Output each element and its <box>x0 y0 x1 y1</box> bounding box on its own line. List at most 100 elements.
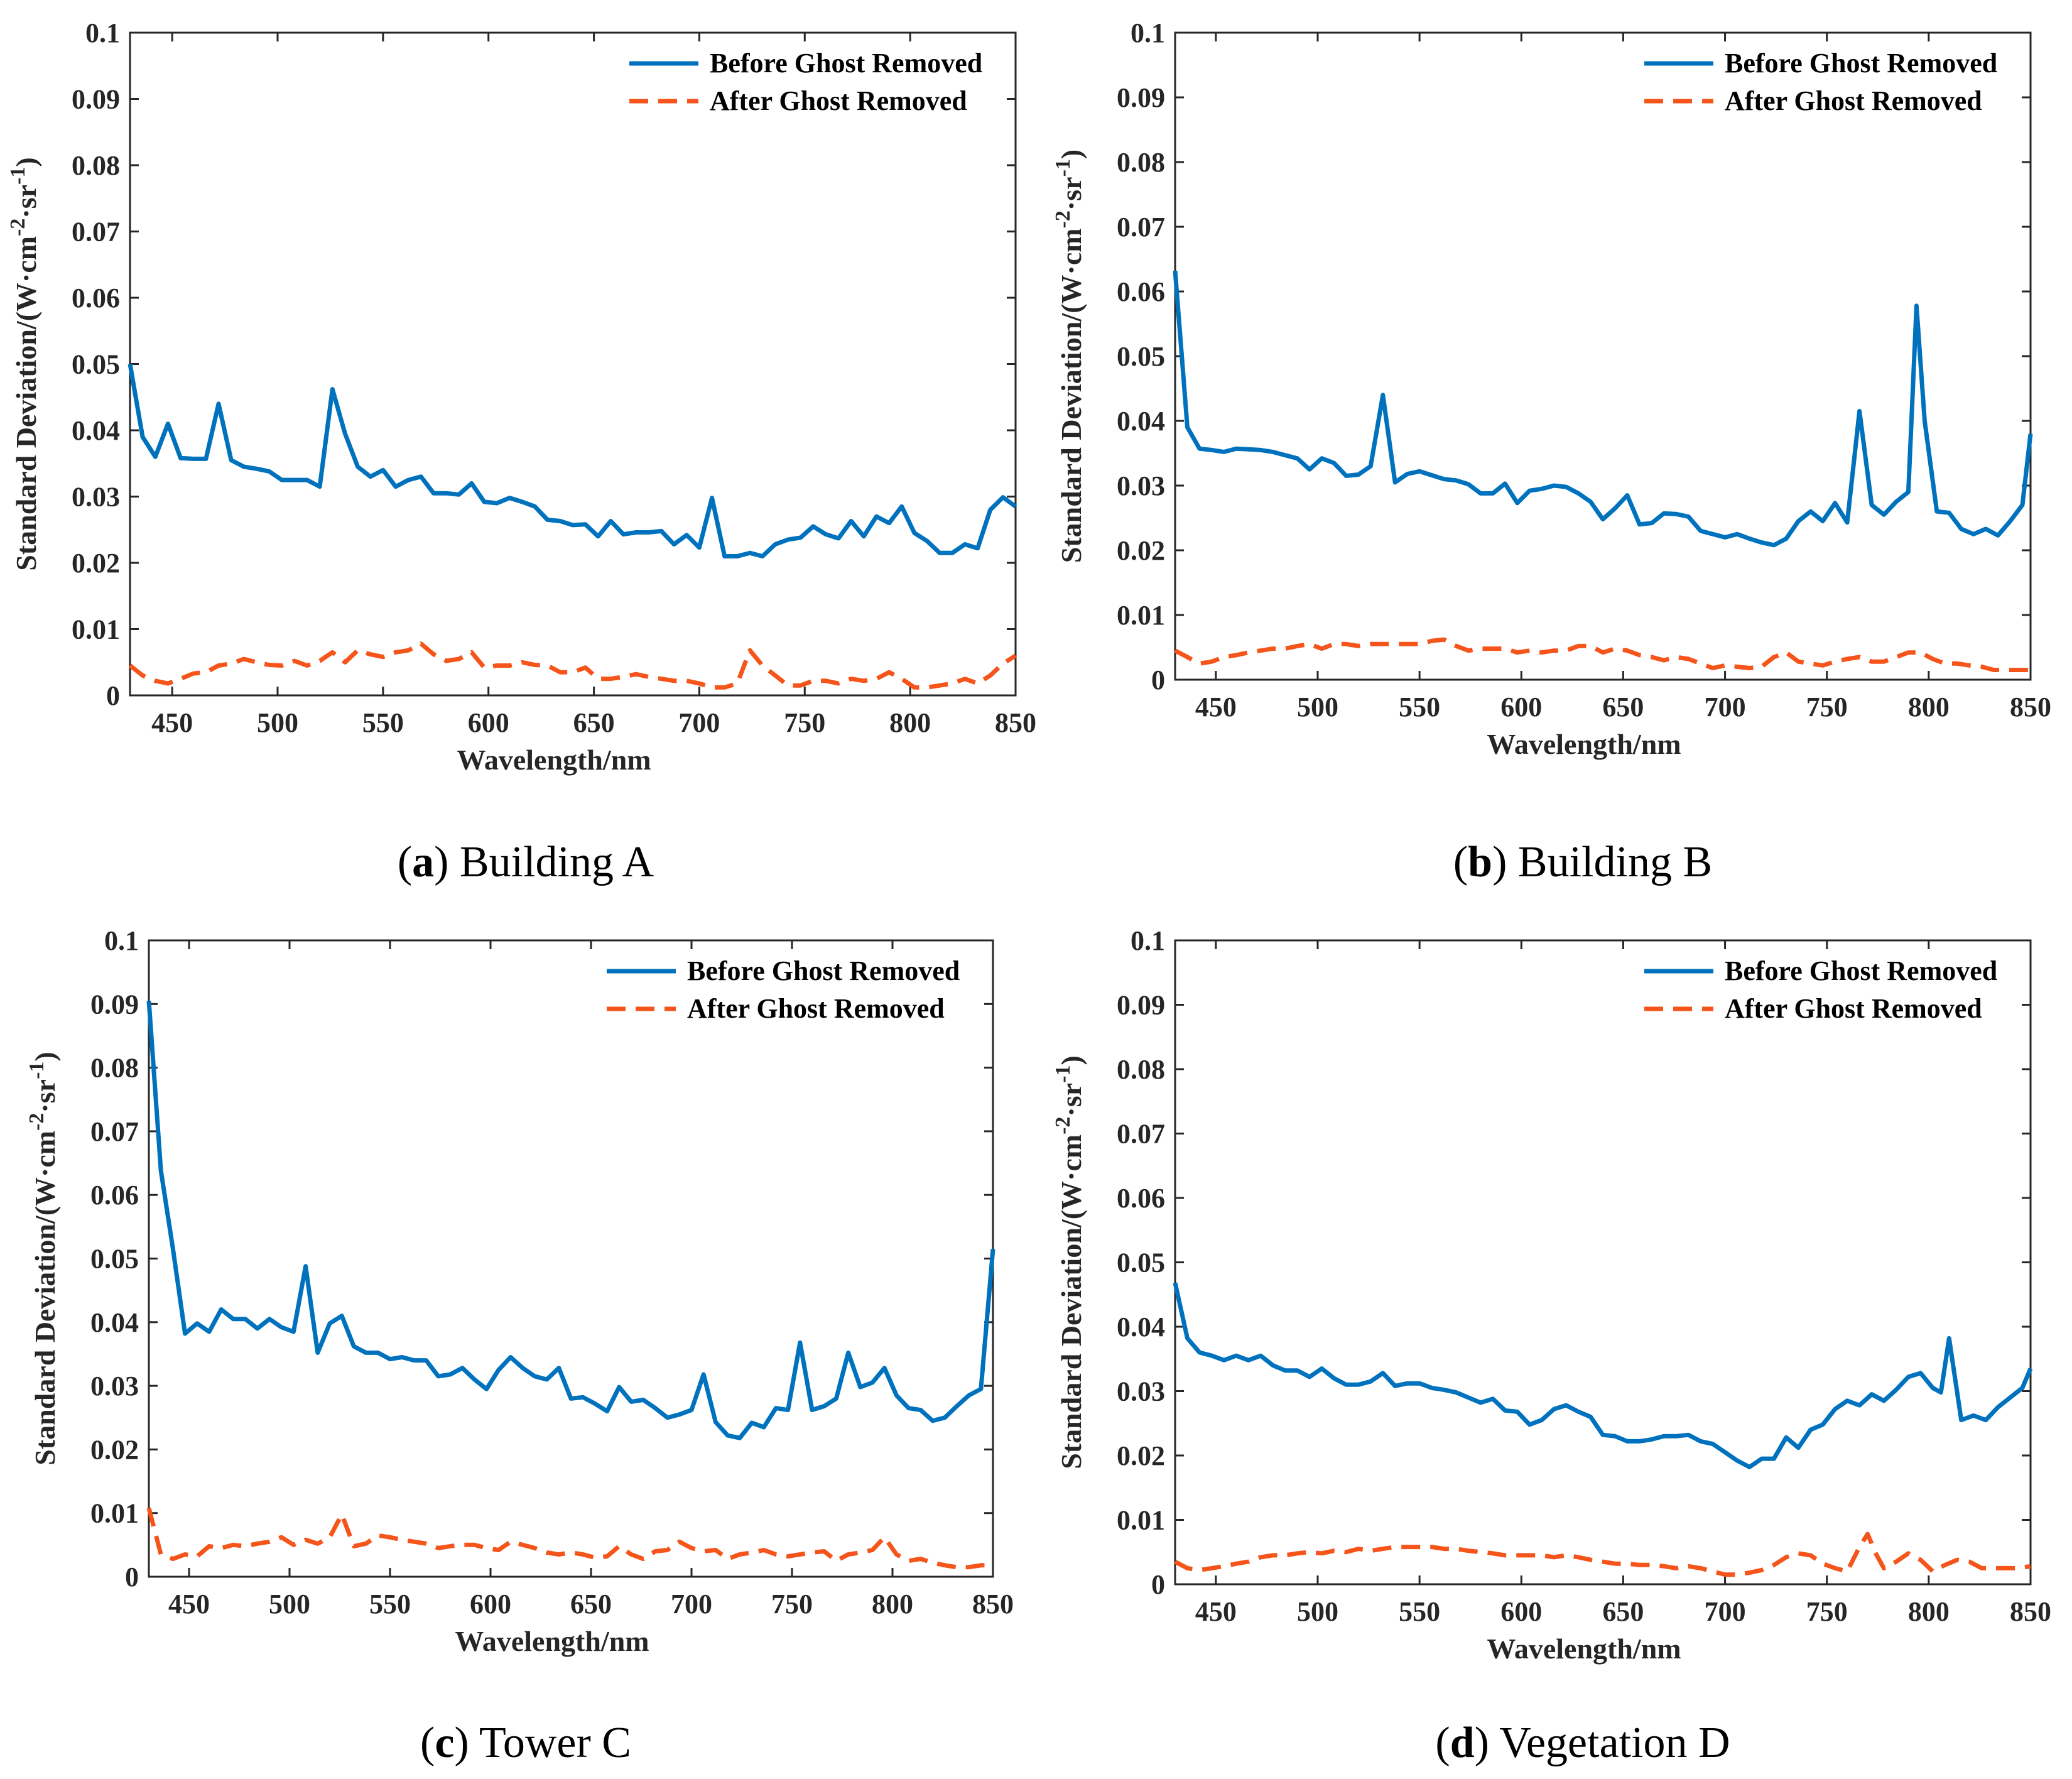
x-tick-label: 650 <box>573 707 615 738</box>
caption-paren-open: ( <box>1453 838 1468 886</box>
y-tick-label: 0.09 <box>1117 82 1165 113</box>
plot-frame <box>148 939 994 1578</box>
chart-panel-c: 450 500 550 600 650 700 750 800 850 0 0.01 0.02 0.03… <box>25 925 1014 1767</box>
x-tick-label: 600 <box>468 707 509 738</box>
y-axis-label-part: Standard Deviation/(W·cm <box>10 236 42 571</box>
y-tick-label: 0.06 <box>72 283 120 313</box>
x-tick-label: 850 <box>972 1589 1014 1619</box>
x-tick-label: 550 <box>1399 692 1440 722</box>
y-axis-label: Standard Deviation/(W·cm-2·sr-1) <box>1051 1055 1087 1469</box>
x-tick-label: 650 <box>1602 692 1644 722</box>
y-axis-label-part: ·sr <box>10 185 42 219</box>
y-axis-label-part: -1 <box>1051 159 1075 177</box>
panel-caption: (d) Vegetation D <box>1435 1719 1730 1767</box>
y-tick-label: 0.05 <box>72 349 120 380</box>
x-tick-label: 800 <box>1908 692 1950 722</box>
y-tick-label: 0.08 <box>72 150 120 181</box>
x-tick-label: 700 <box>678 707 720 738</box>
y-axis-label-part: ·sr <box>1055 1083 1087 1117</box>
y-axis-label-part: ) <box>29 1052 61 1061</box>
caption-paren-open: ( <box>398 838 412 886</box>
y-axis-label-part: -2 <box>25 1113 48 1131</box>
y-tick-label: 0.09 <box>90 989 139 1020</box>
chart-panel-b: 450 500 550 600 650 700 750 800 850 0 0.01 0.02 0.03… <box>1051 18 2051 886</box>
y-tick-label: 0.07 <box>72 217 120 248</box>
caption-text: Building A <box>460 838 654 886</box>
x-tick-label: 600 <box>470 1589 511 1619</box>
y-tick-label: 0.06 <box>1117 276 1165 307</box>
y-tick-label: 0.04 <box>1117 1312 1165 1342</box>
series-line-before <box>1173 270 2033 548</box>
y-tick-label: 0 <box>106 680 120 711</box>
caption-text: Building B <box>1518 838 1712 886</box>
y-tick-label: 0.09 <box>72 84 120 115</box>
series-line-after <box>1174 1531 2031 1577</box>
y-tick-label: 0.05 <box>1117 1248 1165 1278</box>
x-tick-label: 800 <box>889 707 931 738</box>
x-tick-label: 800 <box>1908 1596 1950 1627</box>
caption-letter: c <box>435 1719 454 1767</box>
legend-label: After Ghost Removed <box>710 85 967 116</box>
y-axis-label-part: ·sr <box>29 1079 61 1113</box>
panel-caption: (a) Building A <box>398 838 654 886</box>
y-tick-label: 0.03 <box>1117 471 1165 501</box>
y-tick-label: 0.1 <box>104 925 139 956</box>
y-tick-label: 0.02 <box>1117 535 1165 566</box>
y-axis-label-part: -1 <box>25 1062 48 1079</box>
y-tick-label: 0 <box>1151 1569 1165 1600</box>
x-axis-label: Wavelength/nm <box>1487 1633 1681 1665</box>
plot-frame <box>129 31 1017 697</box>
caption-paren-open: ( <box>420 1719 435 1767</box>
caption-paren-open: ( <box>1435 1719 1450 1767</box>
y-tick-label: 0.07 <box>1117 1119 1165 1150</box>
y-tick-label: 0.08 <box>1117 147 1165 178</box>
y-axis-label-part: ) <box>1055 1055 1087 1065</box>
y-axis-label-part: -2 <box>1051 210 1075 228</box>
y-axis-label-part: Standard Deviation/(W·cm <box>1055 1134 1087 1469</box>
x-tick-label: 500 <box>1297 1596 1338 1627</box>
legend-label: Before Ghost Removed <box>710 48 982 79</box>
x-tick-label: 550 <box>362 707 404 738</box>
y-tick-label: 0.08 <box>90 1053 139 1084</box>
y-tick-label: 0.02 <box>90 1434 139 1465</box>
y-axis-label-part: -2 <box>6 219 30 236</box>
y-tick-label: 0.1 <box>1131 925 1165 956</box>
x-tick-label: 450 <box>1195 692 1237 722</box>
x-tick-label: 700 <box>671 1589 712 1619</box>
y-axis-label-part: Standard Deviation/(W·cm <box>29 1131 61 1466</box>
x-tick-label: 750 <box>1806 692 1848 722</box>
y-axis-label-part: -1 <box>6 167 30 185</box>
x-tick-label: 850 <box>995 707 1036 738</box>
y-tick-label: 0.04 <box>1117 406 1165 437</box>
x-tick-label: 500 <box>257 707 298 738</box>
series-line-after <box>1174 637 2031 672</box>
x-tick-label: 700 <box>1705 1596 1746 1627</box>
y-tick-label: 0.08 <box>1117 1054 1165 1085</box>
y-axis-label-part: Standard Deviation/(W·cm <box>1055 228 1087 563</box>
y-tick-label: 0.04 <box>90 1307 139 1338</box>
x-axis-label: Wavelength/nm <box>1487 728 1681 760</box>
x-tick-label: 500 <box>1297 692 1338 722</box>
y-tick-label: 0.05 <box>90 1244 139 1275</box>
y-tick-label: 0.01 <box>90 1498 139 1529</box>
y-tick-label: 0.01 <box>1117 600 1165 631</box>
x-tick-label: 600 <box>1500 1596 1542 1627</box>
series-line-after <box>128 641 1017 690</box>
caption-text: Vegetation D <box>1499 1719 1730 1767</box>
x-tick-label: 750 <box>784 707 825 738</box>
series-line-after <box>146 1507 993 1570</box>
y-tick-label: 0.06 <box>90 1180 139 1210</box>
legend-label: Before Ghost Removed <box>1725 48 1997 79</box>
legend-label: Before Ghost Removed <box>687 955 960 986</box>
y-tick-label: 0 <box>1151 665 1165 695</box>
y-axis-label-part: ) <box>1055 150 1087 159</box>
x-tick-label: 450 <box>1195 1596 1237 1627</box>
y-axis-label-part: -2 <box>1051 1117 1075 1134</box>
y-axis-label-part: ·sr <box>1055 177 1087 210</box>
series-line-before <box>1173 1282 2033 1469</box>
y-axis-label: Standard Deviation/(W·cm-2·sr-1) <box>25 1052 61 1466</box>
chart-panel-d: 450 500 550 600 650 700 750 800 850 0 0.01 0.02 0.03… <box>1051 925 2051 1767</box>
y-tick-label: 0.09 <box>1117 990 1165 1021</box>
y-axis-label-part: -1 <box>1051 1065 1075 1083</box>
x-tick-label: 550 <box>1399 1596 1440 1627</box>
